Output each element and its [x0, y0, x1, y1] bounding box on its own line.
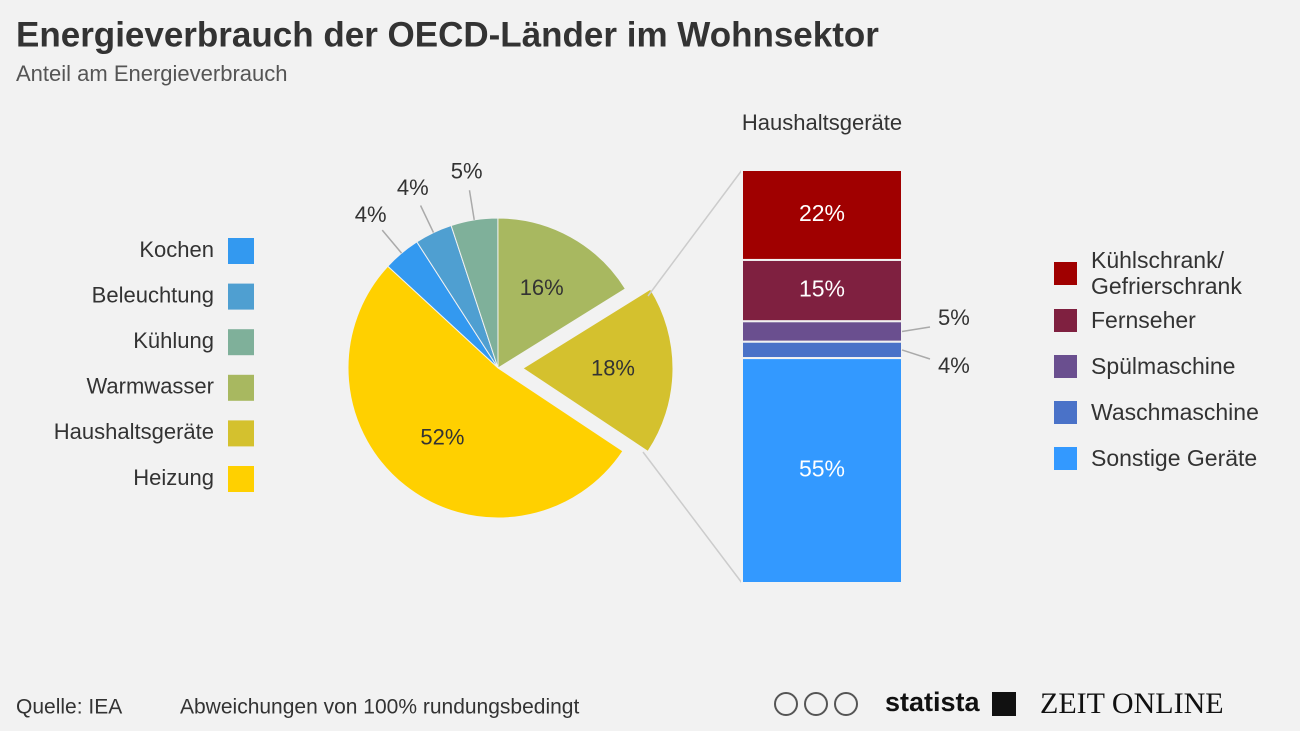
- legend-item: Sonstige Geräte: [1054, 445, 1291, 471]
- logo-statista: statista: [885, 687, 981, 717]
- leader-line: [901, 326, 931, 333]
- legend-swatch: [228, 283, 254, 310]
- pie-slice: [497, 217, 627, 369]
- logo-mark: [992, 692, 1016, 716]
- bar-segment: [741, 340, 903, 360]
- legend-swatch: [1054, 354, 1077, 378]
- legend-label: Sonstige Geräte: [1091, 445, 1258, 471]
- pie-slice: [522, 288, 674, 453]
- legend-label: Kühlung: [133, 328, 214, 353]
- cc-icons: [774, 692, 858, 716]
- note: Abweichungen von 100% rundungsbedingt: [180, 696, 579, 719]
- slice-label: 5%: [451, 158, 483, 183]
- legend-label: Warmwasser: [86, 374, 214, 399]
- segment-label: 5%: [938, 305, 970, 330]
- slice-label: 4%: [355, 202, 387, 227]
- legend-label: Fernseher: [1091, 307, 1196, 333]
- legend-swatch: [228, 420, 254, 447]
- slice-label: 52%: [420, 425, 464, 450]
- legend-swatch: [1054, 308, 1077, 332]
- legend-label: Waschmaschine: [1091, 399, 1259, 425]
- slice-label: 18%: [591, 356, 635, 381]
- slice-label: 16%: [520, 275, 564, 300]
- segment-label: 4%: [938, 353, 970, 378]
- leader-line: [468, 190, 475, 221]
- pie-slice: [347, 265, 624, 519]
- legend-swatch: [228, 466, 254, 492]
- legend-label: Heizung: [133, 465, 214, 490]
- bar-segment: [741, 320, 903, 343]
- leader-line: [419, 205, 435, 233]
- segment-label: 22%: [799, 200, 845, 226]
- bar-title: Haushaltsgeräte: [742, 110, 902, 135]
- connector: [642, 451, 743, 584]
- title: Energieverbrauch der OECD-Länder im Wohn…: [16, 15, 879, 54]
- legend-swatch: [228, 329, 254, 356]
- legend-item: Kühlschrank/ Gefrierschrank: [1054, 247, 1291, 299]
- leader-line: [901, 349, 931, 360]
- bar-segment: [741, 169, 903, 261]
- legend-label: Kochen: [139, 237, 214, 262]
- bar-segment: [741, 357, 903, 584]
- legend-swatch: [1054, 400, 1077, 424]
- legend-item: Fernseher: [1054, 307, 1291, 333]
- legend-label: Beleuchtung: [92, 282, 214, 307]
- segment-label: 15%: [799, 276, 845, 302]
- legend-label: Kühlschrank/ Gefrierschrank: [1091, 247, 1242, 299]
- legend-item: Waschmaschine: [1054, 399, 1291, 425]
- source: Quelle: IEA: [16, 696, 122, 719]
- leader-line: [381, 229, 403, 254]
- slice-label: 4%: [397, 175, 429, 200]
- legend-swatch: [228, 374, 254, 401]
- legend-label: Haushaltsgeräte: [54, 419, 214, 444]
- connector: [647, 169, 743, 297]
- legend-swatch: [1054, 446, 1077, 470]
- subtitle: Anteil am Energieverbrauch: [16, 61, 287, 86]
- legend-label: Spülmaschine: [1091, 353, 1236, 379]
- legend-swatch: [1054, 261, 1077, 285]
- segment-label: 55%: [799, 456, 845, 482]
- logo-zeit: ZEIT ONLINE: [1040, 687, 1224, 720]
- legend-item: Spülmaschine: [1054, 353, 1291, 379]
- legend-swatch: [228, 238, 254, 264]
